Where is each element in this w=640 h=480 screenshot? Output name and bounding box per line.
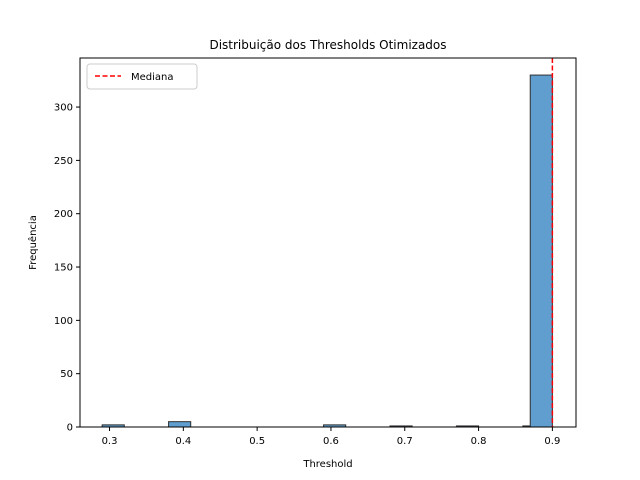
y-tick-label: 100 xyxy=(54,316,73,327)
x-tick-label: 0.8 xyxy=(471,436,487,447)
x-tick-label: 0.4 xyxy=(175,436,191,447)
y-tick-label: 300 xyxy=(54,103,73,114)
chart-title: Distribuição dos Thresholds Otimizados xyxy=(209,38,446,52)
x-axis-ticks: 0.3 0.4 0.5 0.6 0.7 0.8 0.9 xyxy=(102,427,560,447)
x-tick-label: 0.6 xyxy=(323,436,339,447)
histogram-bar xyxy=(168,421,192,428)
x-tick-label: 0.7 xyxy=(397,436,413,447)
y-tick-label: 0 xyxy=(67,423,73,434)
y-tick-label: 150 xyxy=(54,263,73,274)
legend-box xyxy=(86,63,198,90)
histogram-bars xyxy=(101,74,553,428)
y-axis-ticks: 0 50 100 150 200 250 300 xyxy=(54,103,80,434)
y-tick-label: 250 xyxy=(54,156,73,167)
plot-frame xyxy=(79,57,577,428)
x-tick-label: 0.5 xyxy=(249,436,265,447)
legend-median-label: Mediana xyxy=(131,72,174,83)
histogram-bar xyxy=(529,74,553,428)
x-tick-label: 0.9 xyxy=(544,436,560,447)
legend: Mediana xyxy=(86,63,198,90)
y-tick-label: 50 xyxy=(60,369,73,380)
y-tick-label: 200 xyxy=(54,209,73,220)
x-axis-label: Threshold xyxy=(302,459,352,470)
y-axis-label: Frequência xyxy=(27,215,39,270)
x-tick-label: 0.3 xyxy=(102,436,118,447)
